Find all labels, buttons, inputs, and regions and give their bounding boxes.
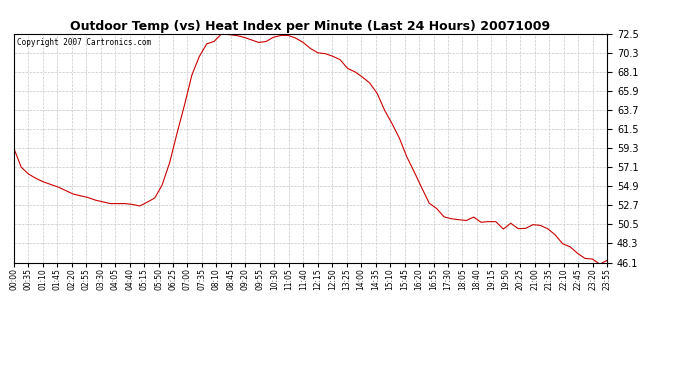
Title: Outdoor Temp (vs) Heat Index per Minute (Last 24 Hours) 20071009: Outdoor Temp (vs) Heat Index per Minute …	[70, 20, 551, 33]
Text: Copyright 2007 Cartronics.com: Copyright 2007 Cartronics.com	[17, 38, 151, 47]
